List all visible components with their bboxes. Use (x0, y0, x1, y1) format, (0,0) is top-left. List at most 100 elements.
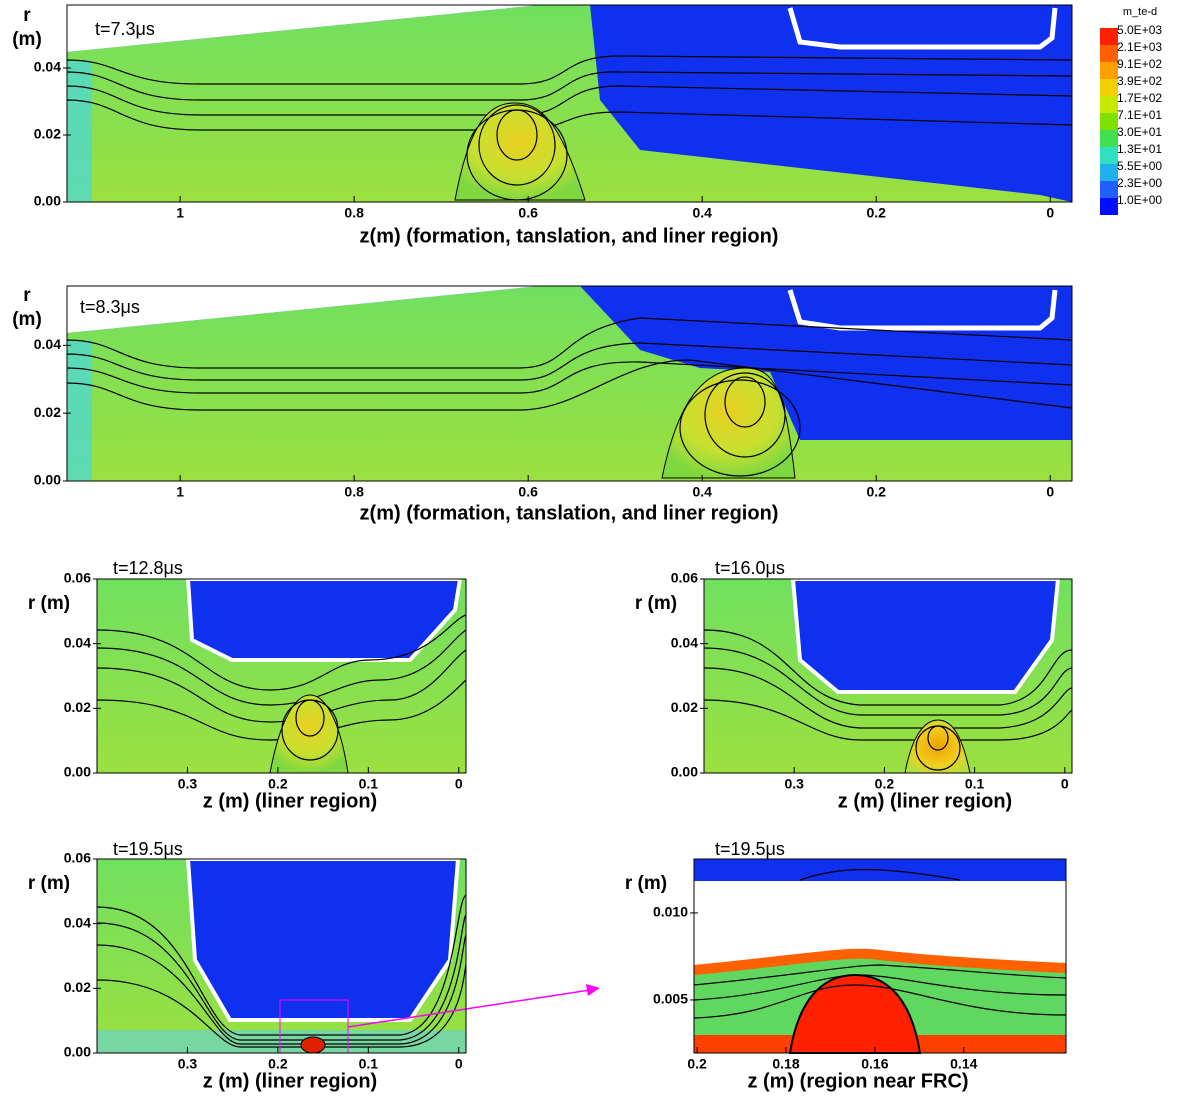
y-tick-label: 0.04 (34, 59, 61, 75)
x-tick-label: 0 (1046, 484, 1054, 500)
x-tick-label: 0 (455, 776, 463, 792)
y-tick-label: 0.02 (671, 699, 698, 715)
y-axis-label: r (23, 5, 31, 26)
x-tick-label: 0.8 (344, 205, 364, 221)
plot-frame (96, 578, 467, 774)
x-tick-label: 0.2 (866, 205, 886, 221)
x-tick-label: 0.2 (268, 1056, 288, 1072)
colorbar-label: 9.1E+02 (1117, 57, 1162, 71)
x-axis-label: z (m) (liner region) (203, 790, 377, 812)
colorbar-swatch (1100, 79, 1118, 96)
plot-frame (96, 858, 467, 1054)
y-tick-label: 0.005 (653, 991, 688, 1007)
panel-title: t=16.0μs (715, 558, 785, 578)
x-axis-label: z (m) (liner region) (838, 790, 1012, 812)
y-tick-label: 0.02 (34, 404, 61, 420)
field-map (703, 577, 1073, 774)
y-tick-label: 0.06 (64, 850, 91, 866)
x-tick-label: 0.2 (875, 776, 895, 792)
field-map (693, 859, 1067, 1054)
x-tick-label: 0.4 (692, 484, 712, 500)
y-axis-label: r (m) (635, 593, 677, 614)
x-axis-label: z (m) (region near FRC) (747, 1070, 968, 1092)
colorbar-label: 5.0E+03 (1117, 23, 1162, 37)
x-tick-label: 0.1 (965, 776, 985, 792)
panel-title: t=8.3μs (80, 297, 140, 317)
colorbar-label: 5.5E+00 (1117, 159, 1162, 173)
colorbar-swatch (1100, 198, 1118, 215)
y-axis-label: r (m) (625, 873, 667, 894)
y-tick-label: 0.00 (64, 1044, 91, 1060)
y-tick-label: 0.00 (64, 764, 91, 780)
y-axis-label: r (m) (28, 593, 70, 614)
x-axis-label: z(m) (formation, tanslation, and liner r… (360, 502, 779, 524)
y-axis-label: r (23, 285, 31, 306)
panel-title: t=19.5μs (715, 839, 785, 859)
y-tick-label: 0.04 (671, 634, 698, 650)
colorbar-label: 7.1E+01 (1117, 108, 1162, 122)
colorbar-label: 3.9E+02 (1117, 74, 1162, 88)
colorbar-swatch (1100, 45, 1118, 62)
x-tick-label: 0.14 (950, 1056, 977, 1072)
colorbar-title: m_te-d (1123, 6, 1157, 18)
panel-title: t=19.5μs (113, 839, 183, 859)
colorbar-swatch (1100, 62, 1118, 79)
x-tick-label: 0 (455, 1056, 463, 1072)
x-tick-label: 0.6 (518, 205, 538, 221)
y-tick-label: 0.04 (34, 336, 61, 352)
x-tick-label: 0.3 (784, 776, 804, 792)
colorbar-swatch (1100, 28, 1118, 45)
plot-frame (66, 285, 1073, 482)
y-tick-label: 0.06 (671, 570, 698, 586)
x-tick-label: 0.18 (772, 1056, 799, 1072)
colorbar-label: 1.0E+00 (1117, 193, 1162, 207)
colorbar-label: 2.1E+03 (1117, 40, 1162, 54)
y-tick-label: 0.00 (34, 193, 61, 209)
x-tick-label: 0.1 (359, 1056, 379, 1072)
y-tick-label: 0.04 (64, 634, 91, 650)
x-axis-label: z(m) (formation, tanslation, and liner r… (360, 225, 779, 247)
field-map (66, 286, 1073, 481)
panel-title: t=12.8μs (113, 558, 183, 578)
field-map (66, 5, 1073, 202)
colorbar-swatch (1100, 130, 1118, 147)
y-tick-label: 0.02 (34, 126, 61, 142)
y-tick-label: 0.00 (671, 764, 698, 780)
colorbar-swatch (1100, 147, 1118, 164)
colorbar-label: 2.3E+00 (1117, 176, 1162, 190)
plot-frame (703, 578, 1073, 774)
x-tick-label: 0 (1061, 776, 1069, 792)
x-tick-label: 0 (1046, 205, 1054, 221)
colorbar-swatch (1100, 113, 1118, 130)
y-axis-label: r (m) (28, 873, 70, 894)
y-tick-label: 0.02 (64, 699, 91, 715)
field-map (96, 857, 600, 1054)
colorbar-swatch (1100, 96, 1118, 113)
x-tick-label: 0.2 (866, 484, 886, 500)
x-tick-label: 0.3 (178, 1056, 198, 1072)
x-tick-label: 0.3 (178, 776, 198, 792)
x-tick-label: 1 (176, 484, 184, 500)
colorbar-label: 1.7E+02 (1117, 91, 1162, 105)
x-tick-label: 0.1 (359, 776, 379, 792)
x-tick-label: 0.2 (687, 1056, 707, 1072)
y-tick-label: 0.02 (64, 979, 91, 995)
x-tick-label: 0.8 (344, 484, 364, 500)
y-axis-label: (m) (12, 29, 42, 50)
panel-title: t=7.3μs (95, 19, 155, 39)
field-map (96, 577, 467, 774)
y-tick-label: 0.010 (653, 904, 688, 920)
colorbar-swatch (1100, 164, 1118, 181)
x-tick-label: 0.6 (518, 484, 538, 500)
x-tick-label: 0.16 (861, 1056, 888, 1072)
colorbar-label: 3.0E+01 (1117, 125, 1162, 139)
x-tick-label: 1 (176, 205, 184, 221)
y-axis-label: (m) (12, 309, 42, 330)
x-tick-label: 0.4 (692, 205, 712, 221)
plot-frame (693, 858, 1067, 1054)
colorbar-swatch (1100, 181, 1118, 198)
x-tick-label: 0.2 (268, 776, 288, 792)
colorbar-label: 1.3E+01 (1117, 142, 1162, 156)
x-axis-label: z (m) (liner region) (203, 1070, 377, 1092)
